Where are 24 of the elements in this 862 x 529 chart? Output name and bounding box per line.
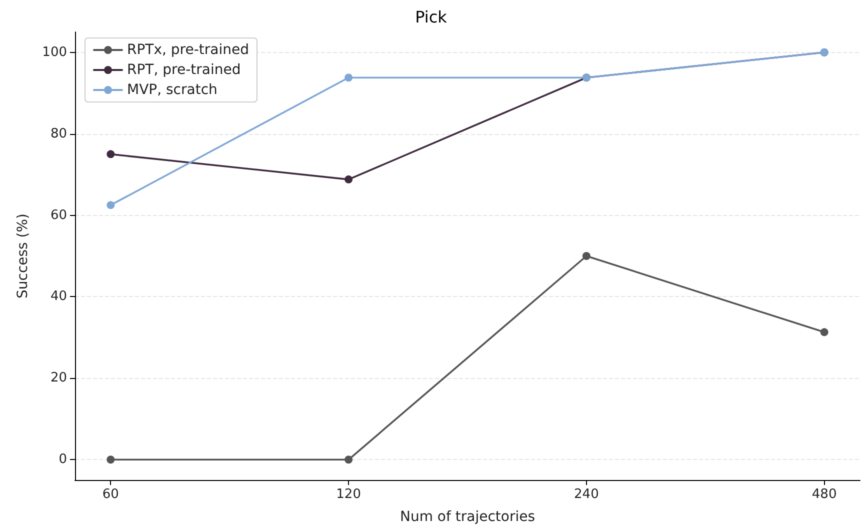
- chart-title: Pick: [415, 8, 448, 26]
- point: [582, 252, 590, 260]
- point: [820, 328, 828, 336]
- y-axis-title: Success (%): [15, 213, 31, 299]
- legend-label: RPTx, pre-trained: [127, 42, 249, 58]
- point: [344, 456, 353, 464]
- legend-label: MVP, scratch: [127, 82, 218, 98]
- x-axis-title: Num of trajectories: [400, 509, 536, 525]
- point: [106, 201, 115, 210]
- x-tick-label: 60: [102, 487, 119, 502]
- y-tick-label: 100: [42, 44, 67, 60]
- legend-label: RPT, pre-trained: [127, 62, 241, 78]
- x-tick-label: 120: [336, 487, 361, 502]
- point: [106, 150, 115, 158]
- y-tick-label: 20: [50, 370, 67, 386]
- point: [344, 74, 353, 82]
- point: [344, 175, 353, 184]
- x-tick-label: 240: [574, 487, 599, 502]
- y-tick-label: 80: [50, 126, 67, 142]
- point: [106, 456, 115, 464]
- y-tick-label: 0: [58, 452, 67, 468]
- y-tick-label: 40: [50, 289, 67, 304]
- x-tick-label: 480: [812, 487, 837, 502]
- y-tick-label: 60: [50, 208, 67, 223]
